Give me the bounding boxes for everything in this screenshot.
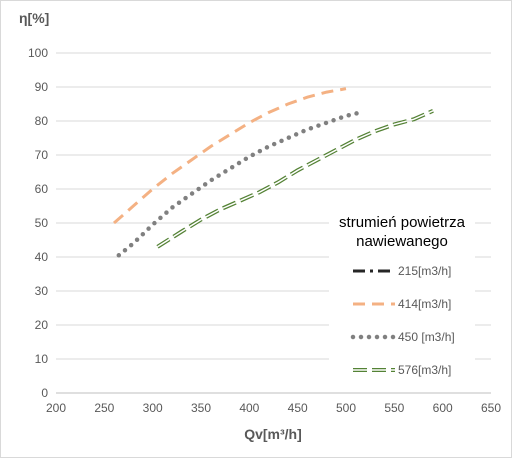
legend-label-1: 215[m3/h] — [398, 264, 451, 278]
y-tick-label: 20 — [35, 318, 49, 332]
x-tick-label: 250 — [94, 401, 114, 415]
gridlines — [56, 52, 491, 360]
y-tick-label: 60 — [35, 182, 49, 196]
x-axis-title: Qv[m³/h] — [244, 426, 302, 442]
y-axis-title: η[%] — [19, 10, 49, 26]
x-tick-label: 350 — [191, 401, 211, 415]
y-tick-label: 0 — [41, 386, 48, 400]
x-tick-label: 400 — [239, 401, 259, 415]
legend-title-line2: nawiewanego — [356, 233, 448, 250]
series-line-3 — [116, 110, 363, 258]
x-tick-label: 200 — [46, 401, 66, 415]
series-lines — [113, 87, 434, 258]
series-line-2 — [113, 87, 347, 225]
legend-background — [329, 207, 475, 383]
y-tick-label: 30 — [35, 284, 49, 298]
y-tick-label: 70 — [35, 148, 49, 162]
y-tick-label: 50 — [35, 216, 49, 230]
legend-label-3: 450 [m3/h] — [398, 330, 455, 344]
x-tick-label: 650 — [481, 401, 501, 415]
x-tick-labels: 200 250 300 350 400 450 500 550 600 650 — [46, 401, 501, 415]
series-line-4-inner — [157, 110, 434, 248]
x-tick-label: 300 — [143, 401, 163, 415]
y-tick-labels: 0 10 20 30 40 50 60 70 80 90 100 — [28, 46, 48, 400]
y-tick-label: 90 — [35, 80, 49, 94]
y-tick-label: 10 — [35, 352, 49, 366]
x-tick-label: 450 — [288, 401, 308, 415]
x-tick-label: 500 — [336, 401, 356, 415]
y-tick-label: 100 — [28, 46, 48, 60]
x-tick-label: 550 — [384, 401, 404, 415]
legend-label-2: 414[m3/h] — [398, 297, 451, 311]
legend: strumień powietrza nawiewanego 215[m3/h]… — [329, 207, 475, 383]
y-tick-label: 40 — [35, 250, 49, 264]
x-tick-label: 600 — [433, 401, 453, 415]
legend-label-4: 576[m3/h] — [398, 363, 451, 377]
legend-title-line1: strumień powietrza — [339, 214, 466, 231]
legend-items: 215[m3/h] 414[m3/h] 450 [m3/h] 576[m3/h] — [350, 264, 455, 377]
y-tick-label: 80 — [35, 114, 49, 128]
